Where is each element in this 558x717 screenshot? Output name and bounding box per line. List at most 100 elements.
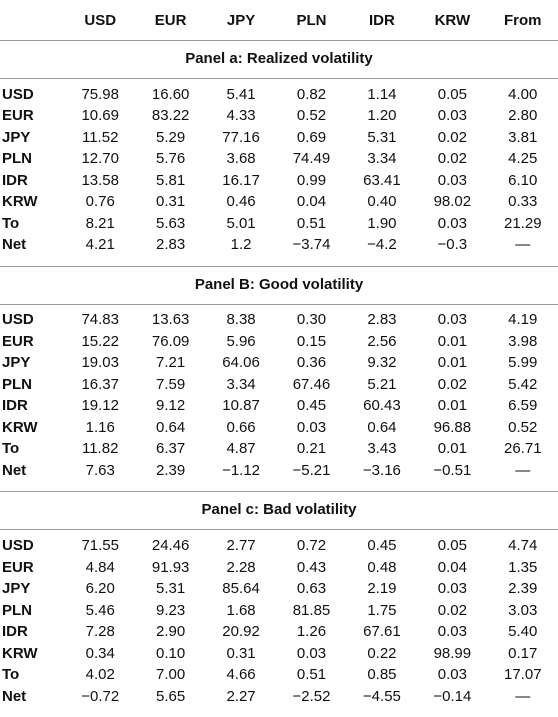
cell-value: 0.04 bbox=[437, 558, 467, 576]
cell-value: 75.98 bbox=[81, 85, 119, 103]
cell-value: 0.01 bbox=[437, 440, 467, 458]
cell-value: 0.03 bbox=[437, 214, 467, 232]
cell-value: 12.70 bbox=[81, 150, 119, 168]
cell-value: −3.16 bbox=[362, 461, 401, 479]
cell-value: 0.45 bbox=[296, 397, 327, 415]
cell-value: 0.36 bbox=[296, 354, 327, 372]
row-label: JPY bbox=[2, 580, 31, 598]
row-label: PLN bbox=[2, 150, 32, 168]
cell-value: 0.02 bbox=[437, 128, 467, 146]
cell-value: 9.23 bbox=[156, 601, 186, 619]
row-label: PLN bbox=[2, 375, 32, 393]
cell-value: 0.02 bbox=[437, 375, 467, 393]
cell-value: 0.01 bbox=[437, 354, 467, 372]
column-header: JPY bbox=[226, 12, 256, 29]
cell-value: 0.03 bbox=[437, 311, 467, 329]
panel-title: Panel B: Good volatility bbox=[194, 275, 364, 293]
cell-value: 0.17 bbox=[508, 644, 538, 662]
cell-value: 91.93 bbox=[151, 558, 190, 576]
cell-value: 0.03 bbox=[296, 644, 327, 662]
cell-value: 8.38 bbox=[226, 311, 256, 329]
panel-title: Panel a: Realized volatility bbox=[185, 50, 373, 67]
cell-value: 5.81 bbox=[156, 171, 186, 189]
cell-value: 0.02 bbox=[437, 150, 467, 168]
cell-value: 83.22 bbox=[151, 107, 190, 125]
cell-value: 1.90 bbox=[367, 214, 397, 232]
cell-value: 0.01 bbox=[437, 332, 467, 350]
cell-value: 0.02 bbox=[437, 601, 467, 619]
cell-value: 21.29 bbox=[504, 214, 542, 232]
cell-value: 1.75 bbox=[367, 601, 397, 619]
cell-value: 0.03 bbox=[437, 623, 467, 641]
cell-value: 4.19 bbox=[508, 311, 538, 329]
cell-value: 5.46 bbox=[85, 601, 115, 619]
cell-value: 5.29 bbox=[156, 128, 186, 146]
cell-value: 9.32 bbox=[367, 354, 397, 372]
cell-value: 4.02 bbox=[85, 666, 115, 684]
cell-value: 15.22 bbox=[81, 332, 119, 350]
cell-value: 0.10 bbox=[156, 644, 186, 662]
cell-value: 0.72 bbox=[296, 537, 327, 555]
cell-value: 4.00 bbox=[508, 85, 538, 103]
cell-value: 0.69 bbox=[296, 128, 327, 146]
panel-title: Panel c: Bad volatility bbox=[201, 501, 357, 519]
cell-value: 1.2 bbox=[230, 236, 252, 254]
cell-value: 5.99 bbox=[508, 354, 538, 372]
rule bbox=[0, 40, 558, 41]
row-label: Net bbox=[2, 687, 27, 705]
cell-value: 6.20 bbox=[85, 580, 115, 598]
cell-value: 0.66 bbox=[226, 418, 256, 436]
cell-value: 4.84 bbox=[85, 558, 115, 576]
cell-value: 1.68 bbox=[226, 601, 256, 619]
cell-value: −5.21 bbox=[292, 461, 331, 479]
cell-value: 98.02 bbox=[433, 193, 472, 211]
cell-value: 0.33 bbox=[508, 193, 538, 211]
cell-value: −4.55 bbox=[362, 687, 401, 705]
column-header: KRW bbox=[434, 12, 471, 29]
cell-value: 5.40 bbox=[508, 623, 538, 641]
cell-value: 0.51 bbox=[296, 666, 327, 684]
cell-value: 0.31 bbox=[226, 644, 256, 662]
cell-value: 0.05 bbox=[437, 85, 467, 103]
cell-value: 7.00 bbox=[156, 666, 186, 684]
cell-value: 3.34 bbox=[367, 150, 397, 168]
cell-value: 1.35 bbox=[508, 558, 538, 576]
cell-value: 63.41 bbox=[363, 171, 401, 189]
cell-value: 0.51 bbox=[296, 214, 327, 232]
cell-value: 4.66 bbox=[226, 666, 256, 684]
row-label: EUR bbox=[2, 332, 34, 350]
cell-value: 9.12 bbox=[156, 397, 186, 415]
cell-value: 26.71 bbox=[504, 440, 542, 458]
cell-value: 0.30 bbox=[296, 311, 327, 329]
cell-value: −2.52 bbox=[292, 687, 331, 705]
cell-value: 13.58 bbox=[81, 171, 119, 189]
cell-value: 0.43 bbox=[296, 558, 327, 576]
cell-value: 0.03 bbox=[437, 666, 467, 684]
column-header: From bbox=[504, 12, 542, 29]
cell-value: 2.83 bbox=[156, 236, 186, 254]
cell-value: 0.01 bbox=[437, 397, 467, 415]
cell-value: 0.63 bbox=[296, 580, 327, 598]
cell-value: 0.76 bbox=[85, 193, 115, 211]
row-label: USD bbox=[2, 537, 34, 555]
cell-value: 0.45 bbox=[367, 537, 397, 555]
cell-value: −1.12 bbox=[222, 461, 261, 479]
cell-value: — bbox=[515, 687, 531, 705]
column-header: EUR bbox=[154, 12, 187, 29]
row-label: EUR bbox=[2, 558, 34, 576]
cell-value: 0.03 bbox=[296, 418, 327, 436]
cell-value: 5.42 bbox=[508, 375, 538, 393]
cell-value: 0.05 bbox=[437, 537, 467, 555]
cell-value: 2.56 bbox=[367, 332, 397, 350]
row-label: Net bbox=[2, 461, 27, 479]
cell-value: 76.09 bbox=[151, 332, 190, 350]
cell-value: 85.64 bbox=[222, 580, 260, 598]
cell-value: 6.59 bbox=[508, 397, 538, 415]
cell-value: 5.01 bbox=[226, 214, 256, 232]
row-label: Net bbox=[2, 236, 27, 254]
cell-value: 0.40 bbox=[367, 193, 397, 211]
cell-value: 71.55 bbox=[81, 537, 119, 555]
cell-value: 2.27 bbox=[226, 687, 256, 705]
cell-value: 7.28 bbox=[85, 623, 115, 641]
cell-value: 4.21 bbox=[85, 236, 115, 254]
